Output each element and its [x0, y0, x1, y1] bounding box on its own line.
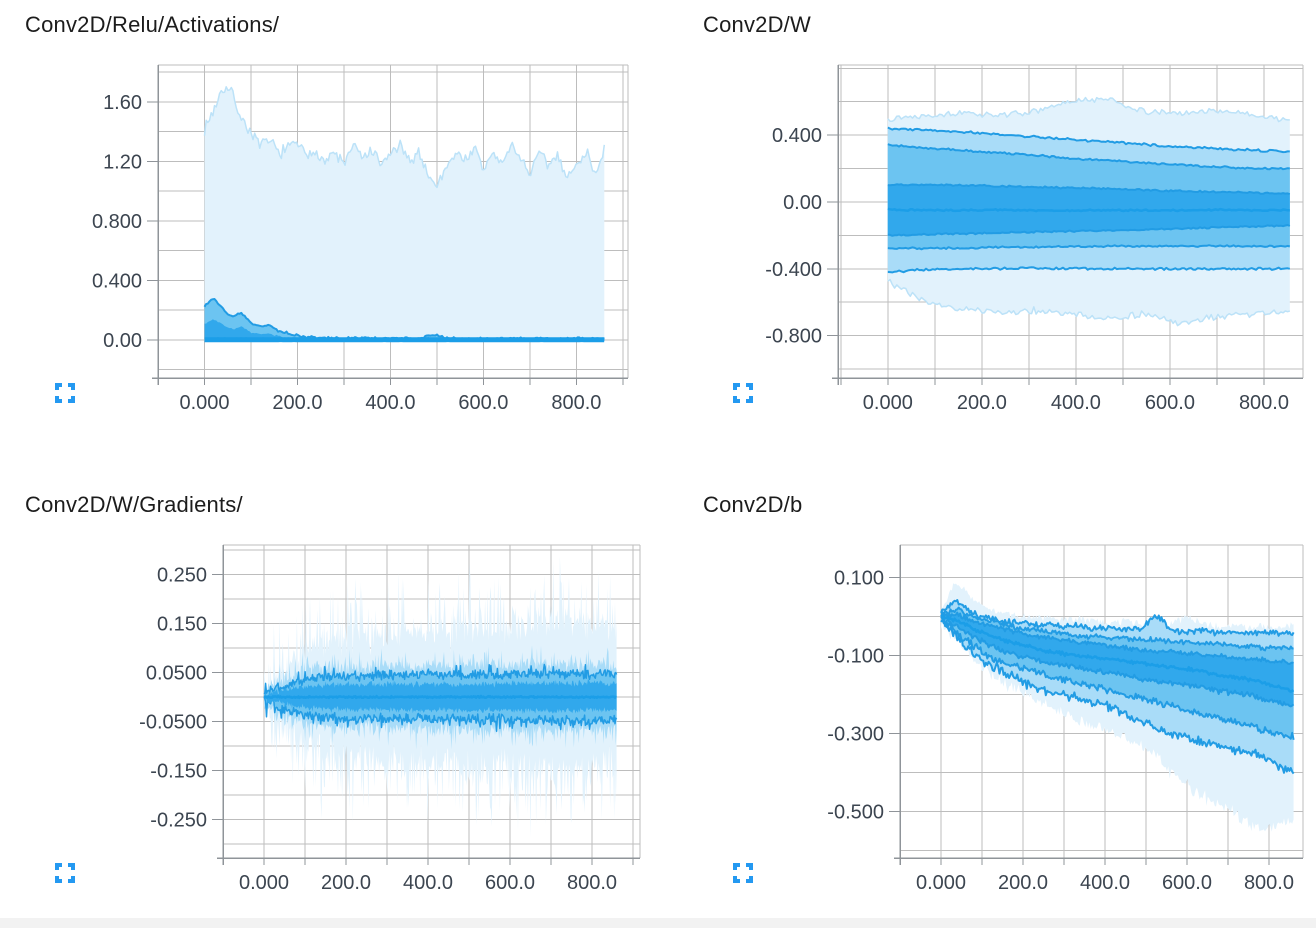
band-edge-line [940, 606, 1294, 652]
y-tick-label: -0.400 [765, 259, 822, 281]
expand-icon [733, 862, 753, 883]
band-edge-line [887, 278, 1291, 327]
x-tick-label: 600.0 [1162, 872, 1212, 894]
band-edge-line [887, 96, 1290, 123]
chart-card-conv2d-b: 0.100 -0.100 -0.300 -0.500 0.000 200.0 400.0 60… [678, 480, 1316, 928]
x-tick-label: 600.0 [1145, 392, 1195, 414]
distribution-layers [887, 96, 1291, 327]
y-tick-label: 1.20 [103, 151, 142, 173]
x-tick-label: 400.0 [1080, 872, 1130, 894]
chart-card-conv2d-relu-activations: 1.60 1.20 0.800 0.400 0.00 0.000 200.0 400.0 600… [0, 0, 658, 448]
x-tick-label: 800.0 [567, 872, 617, 894]
x-tick-label: 200.0 [321, 872, 371, 894]
y-tick-label: -0.800 [765, 326, 822, 348]
x-tick-label: 400.0 [365, 392, 415, 414]
y-tick-label: -0.100 [827, 645, 884, 667]
y-tick-label: 0.400 [772, 125, 822, 147]
chart-title: Conv2D/Relu/Activations/ [25, 12, 280, 37]
distribution-band [204, 86, 605, 340]
expand-icon [733, 382, 753, 403]
y-tick-label: -0.500 [827, 802, 884, 824]
band-edge-line [887, 244, 1291, 251]
band-edge-line [887, 143, 1290, 171]
x-tick-label: 0.000 [179, 392, 229, 414]
expand-icon [55, 382, 75, 403]
distribution-chart-plot: 1.60 1.20 0.800 0.400 0.00 0.000 200.0 400.0 600… [92, 64, 629, 414]
expand-icon [55, 862, 75, 883]
y-tick-label: 0.0500 [146, 662, 207, 684]
band-edge-line [263, 663, 618, 695]
y-tick-label: -0.150 [150, 760, 207, 782]
band-edge-line [940, 611, 1294, 665]
chart-title: Conv2D/b [703, 492, 803, 517]
y-tick-label: 0.250 [157, 564, 207, 586]
x-tick-label: 800.0 [1239, 392, 1289, 414]
page-background-strip [0, 918, 1316, 928]
x-tick-label: 0.000 [239, 872, 289, 894]
y-tick-label: 0.150 [157, 613, 207, 635]
axes [889, 545, 1303, 865]
distribution-chart-plot: 0.100 -0.100 -0.300 -0.500 0.000 200.0 400.0 60… [827, 544, 1304, 894]
x-tick-label: 600.0 [458, 392, 508, 414]
chart-card-conv2d-w: 0.400 0.00 -0.400 -0.800 0.000 200.0 400.0 600.… [678, 0, 1316, 448]
x-tick-label: 200.0 [957, 392, 1007, 414]
expand-button[interactable] [730, 861, 756, 887]
y-tick-label: 0.400 [92, 270, 142, 292]
expand-button[interactable] [52, 381, 78, 407]
distribution-chart-plot: 0.400 0.00 -0.400 -0.800 0.000 200.0 400.0 600.… [765, 64, 1304, 414]
x-tick-label: 600.0 [485, 872, 535, 894]
band-edge-line [203, 86, 606, 189]
y-tick-label: 0.00 [103, 330, 142, 352]
x-tick-label: 0.000 [863, 392, 913, 414]
median-line [940, 614, 1295, 693]
axes [212, 545, 640, 865]
y-tick-label: -0.250 [150, 809, 207, 831]
chart-card-conv2d-w-gradients: 0.250 0.150 0.0500 -0.0500 -0.150 -0.250 0.000… [0, 480, 658, 928]
band-edge-line [887, 183, 1291, 196]
chart-title: Conv2D/W/Gradients/ [25, 492, 243, 517]
expand-button[interactable] [52, 861, 78, 887]
distribution-chart-plot: 0.250 0.150 0.0500 -0.0500 -0.150 -0.250 0.000… [139, 544, 641, 894]
band-edge-line [940, 615, 1295, 708]
x-tick-label: 200.0 [998, 872, 1048, 894]
band-edge-line [887, 266, 1291, 274]
band-edge-line [940, 616, 1295, 740]
x-tick-label: 0.000 [916, 872, 966, 894]
expand-button[interactable] [730, 381, 756, 407]
x-tick-label: 800.0 [1244, 872, 1294, 894]
distribution-layers [263, 556, 618, 838]
axes [147, 65, 628, 385]
y-tick-label: 1.60 [103, 92, 142, 114]
distribution-layers [940, 583, 1295, 832]
median-line [263, 694, 618, 700]
axes [827, 65, 1303, 385]
band-edge-line [887, 126, 1290, 154]
x-tick-label: 400.0 [1051, 392, 1101, 414]
x-tick-label: 800.0 [551, 392, 601, 414]
x-tick-label: 200.0 [272, 392, 322, 414]
x-tick-label: 400.0 [403, 872, 453, 894]
y-tick-label: 0.800 [92, 211, 142, 233]
y-tick-label: -0.0500 [139, 711, 207, 733]
y-tick-label: -0.300 [827, 724, 884, 746]
y-tick-label: 0.100 [834, 567, 884, 589]
median-line [887, 207, 1290, 213]
distribution-layers [203, 86, 606, 343]
band-edge-line [940, 618, 1295, 775]
y-tick-label: 0.00 [783, 192, 822, 214]
chart-title: Conv2D/W [703, 12, 811, 37]
band-edge-line [263, 696, 618, 732]
band-edge-line [887, 224, 1291, 237]
